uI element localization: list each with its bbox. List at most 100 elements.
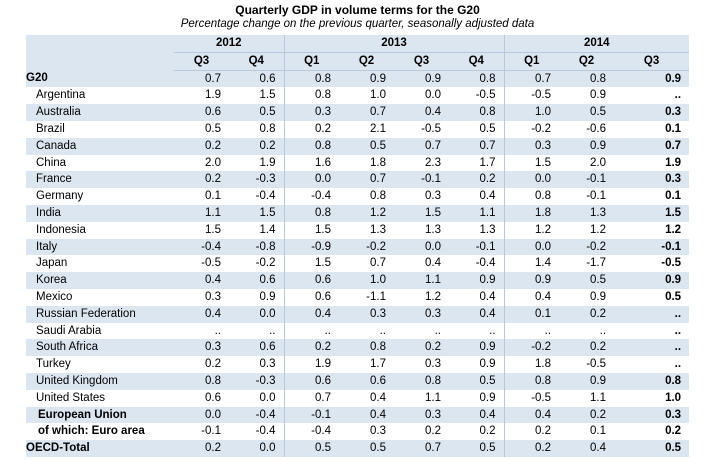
value-cell: 0.5 [449, 372, 505, 390]
value-cell: -0.1 [586, 190, 607, 203]
table-row: Saudi Arabia.................. [26, 322, 689, 340]
value-cell: 0.2 [503, 423, 560, 441]
value-cell: 0.8 [503, 372, 560, 390]
value-cell: 0.1 [665, 190, 682, 203]
value-cell: .. [674, 358, 682, 371]
value-cell: -0.1 [559, 171, 615, 189]
value-cell: 0.8 [614, 372, 690, 390]
value-cell: 1.1 [394, 272, 449, 289]
value-cell: -0.3 [229, 372, 284, 390]
value-cell: 1.1 [590, 391, 607, 404]
quarter-header: Q3 [174, 52, 229, 71]
value-cell: 2.1 [370, 122, 386, 135]
value-cell: 0.4 [449, 406, 505, 424]
value-cell: 1.1 [425, 391, 441, 404]
value-cell: 0.8 [339, 339, 394, 357]
value-cell: 0.3 [394, 305, 449, 323]
value-cell: 0.4 [425, 257, 441, 270]
value-cell: 1.1 [449, 204, 505, 222]
value-cell: 0.9 [479, 391, 496, 404]
value-cell: .. [614, 305, 690, 323]
value-cell: 0.2 [394, 339, 449, 357]
value-cell: 1.5 [259, 89, 276, 102]
value-cell: -0.5 [475, 89, 496, 102]
value-cell: 1.2 [425, 290, 441, 303]
value-cell: 0.7 [503, 70, 560, 88]
value-cell: 1.3 [479, 223, 496, 236]
year-2013-header: 2013 [283, 35, 505, 53]
value-cell: 1.6 [283, 154, 339, 172]
value-cell: 0.9 [559, 372, 615, 390]
value-cell: 0.7 [283, 389, 339, 407]
value-cell: 0.4 [559, 440, 615, 457]
value-cell: 0.0 [394, 238, 449, 256]
value-cell: 0.4 [174, 305, 229, 323]
value-cell: 1.5 [283, 221, 339, 239]
value-cell: 0.4 [394, 104, 449, 121]
row-label: Turkey [36, 358, 71, 371]
quarter-header: Q2 [559, 52, 615, 71]
value-cell: 1.4 [503, 255, 560, 273]
value-cell: 0.6 [205, 391, 221, 404]
value-cell: 0.0 [425, 89, 441, 102]
value-cell: 0.2 [229, 137, 284, 155]
value-cell: .. [283, 322, 339, 340]
value-cell: 0.6 [339, 372, 394, 390]
value-cell: 0.0 [174, 406, 229, 424]
value-cell: -0.2 [503, 339, 560, 357]
table-row: France 0.2 -0.3 0.0 0.7 -0.1 0.2 0.0 -0.1 0.3 [26, 171, 690, 189]
value-cell: 1.5 [283, 255, 339, 273]
value-cell: 1.5 [394, 204, 449, 222]
value-cell: 0.5 [559, 104, 615, 121]
value-cell: -0.3 [229, 171, 284, 189]
value-cell: 0.9 [590, 290, 607, 303]
value-cell: 0.9 [449, 339, 505, 357]
header-corner [26, 35, 174, 53]
value-cell: 0.3 [394, 406, 449, 424]
value-cell: 1.5 [229, 204, 284, 222]
row-label: European Union [26, 406, 174, 424]
value-cell: 1.4 [259, 223, 276, 236]
value-cell: 0.6 [229, 70, 284, 88]
value-cell: -0.4 [255, 425, 276, 438]
value-cell: 0.4 [479, 290, 496, 303]
value-cell: 0.9 [449, 272, 505, 289]
value-cell: 1.9 [283, 356, 339, 373]
value-cell: 0.3 [614, 104, 690, 121]
value-cell: 0.7 [394, 440, 449, 457]
value-cell: 0.6 [283, 288, 339, 306]
value-cell: 0.4 [479, 190, 496, 203]
row-label: Japan [36, 257, 68, 270]
value-cell: 0.3 [425, 190, 441, 203]
value-cell: -0.1 [394, 171, 449, 189]
value-cell: .. [269, 324, 276, 337]
value-cell: 0.2 [559, 305, 615, 323]
value-cell: 0.7 [614, 137, 690, 155]
value-cell: 0.9 [479, 358, 496, 371]
value-cell: 0.6 [229, 339, 284, 357]
row-label: France [26, 171, 174, 189]
value-cell: 0.3 [283, 104, 339, 121]
row-label: Indonesia [36, 223, 86, 236]
value-cell: .. [503, 322, 560, 340]
value-cell: 0.0 [259, 391, 276, 404]
page-subtitle: Percentage change on the previous quarte… [180, 18, 535, 30]
value-cell: 0.2 [479, 425, 496, 438]
value-cell: 0.9 [503, 272, 560, 289]
value-cell: 0.4 [339, 406, 394, 424]
value-cell: 0.8 [449, 70, 505, 88]
row-label: Canada [26, 137, 174, 155]
value-cell: 0.4 [503, 288, 560, 306]
row-label: Australia [26, 104, 174, 121]
value-cell: 0.2 [559, 339, 615, 357]
table-row: South Africa 0.3 0.6 0.2 0.8 0.2 0.9 -0.2 0.2.. [26, 339, 690, 357]
value-cell: -0.1 [614, 238, 690, 256]
table-row: Brazil 0.5 0.8 0.2 2.1 -0.5 0.5 -0.2 -0.6 0.1 [26, 120, 689, 138]
table-row: European Union 0.0 -0.4 -0.1 0.4 0.3 0.4 0.4 0.2… [26, 406, 690, 424]
value-cell: 0.3 [174, 339, 229, 357]
value-cell: 0.9 [259, 290, 276, 303]
value-cell: 1.9 [205, 89, 221, 102]
value-cell: .. [599, 324, 607, 337]
table-row: United States 0.6 0.0 0.7 0.4 1.1 0.9 -0.5 1.1 1.… [26, 389, 689, 407]
value-cell: -0.4 [283, 423, 339, 441]
